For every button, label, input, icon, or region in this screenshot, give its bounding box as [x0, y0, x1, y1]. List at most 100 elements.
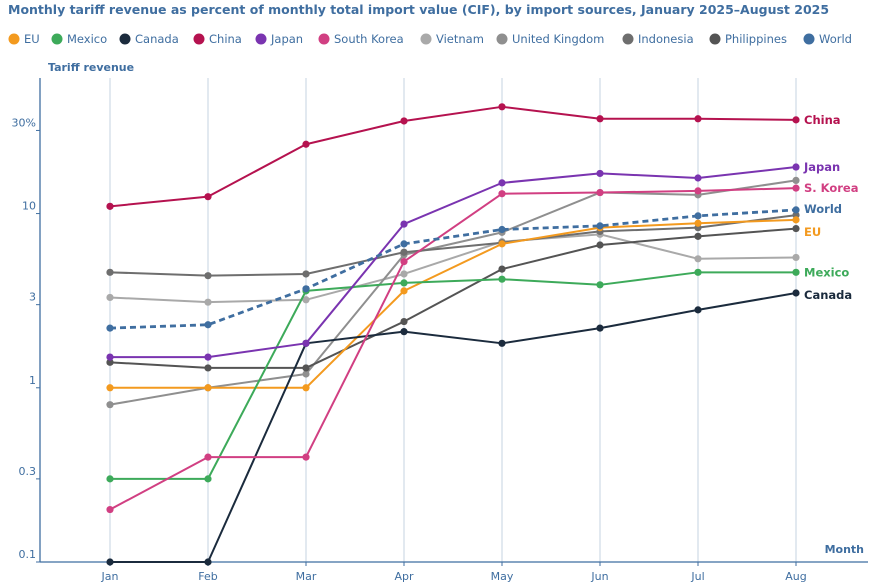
legend-label: Philippines [725, 32, 787, 46]
data-point-vietnam-apr [400, 270, 408, 278]
data-point-south-korea-apr [400, 258, 408, 266]
data-point-south-korea-feb [204, 453, 212, 461]
data-point-united-kingdom-aug [792, 176, 800, 185]
x-tick-label: Jan [101, 570, 119, 583]
legend-item-united-kingdom: United Kingdom [496, 32, 604, 46]
series-philippines [106, 224, 800, 372]
x-tick-label: Apr [394, 570, 414, 583]
legend-item-eu: EU [8, 32, 40, 46]
data-point-indonesia-mar [302, 270, 310, 278]
data-point-world-aug [792, 206, 800, 214]
legend-item-philippines: Philippines [709, 32, 787, 46]
legend-label: Canada [135, 32, 179, 46]
legend-item-mexico: Mexico [51, 32, 107, 46]
x-tick-label: May [491, 570, 514, 583]
data-point-japan-jul [694, 174, 702, 182]
legend-item-canada: Canada [119, 32, 179, 46]
data-point-philippines-jun [596, 241, 604, 249]
data-point-mexico-jul [694, 268, 702, 276]
legend-label: South Korea [334, 32, 404, 46]
legend-item-world: World [803, 32, 852, 46]
y-axis-title: Tariff revenue [48, 61, 134, 74]
data-point-vietnam-jan [106, 293, 114, 302]
legend-item-vietnam: Vietnam [420, 32, 484, 46]
legend-label: United Kingdom [512, 32, 604, 46]
data-point-vietnam-aug [792, 253, 800, 262]
data-point-canada-may [498, 339, 506, 347]
data-point-china-feb [204, 193, 212, 201]
data-point-indonesia-jan [106, 268, 114, 276]
series-line [110, 166, 797, 359]
series-line [110, 292, 797, 563]
data-point-canada-jan [106, 558, 114, 566]
data-point-world-jan [106, 324, 114, 332]
data-point-philippines-jan [106, 358, 114, 366]
legend-marker [8, 33, 20, 45]
data-point-philippines-mar [302, 364, 310, 372]
x-tick-label: Feb [198, 570, 217, 583]
data-point-canada-apr [400, 328, 408, 336]
data-point-eu-feb [204, 384, 212, 392]
data-point-indonesia-feb [204, 272, 212, 280]
data-point-china-mar [302, 140, 310, 148]
data-point-japan-mar [302, 339, 310, 347]
legend-label: China [209, 32, 242, 46]
series-line [109, 214, 797, 277]
data-point-vietnam-feb [204, 298, 212, 306]
data-point-eu-jul [694, 219, 702, 227]
data-point-eu-jan [106, 384, 114, 392]
data-point-canada-aug [792, 289, 800, 297]
legend-item-china: China [193, 32, 242, 46]
chart-title: Monthly tariff revenue as percent of mon… [8, 2, 829, 17]
x-tick-label: Jun [590, 570, 608, 583]
series-line [109, 105, 797, 208]
data-point-japan-jan [106, 353, 114, 361]
legend-marker [51, 33, 63, 45]
data-point-eu-may [498, 240, 506, 248]
data-point-mexico-feb [204, 475, 212, 483]
legend-label: EU [24, 32, 40, 46]
series-layer [106, 103, 800, 566]
series-south-korea [106, 184, 800, 514]
data-point-china-apr [400, 117, 408, 125]
x-axis-title: Month [825, 543, 864, 556]
series-world [106, 206, 800, 332]
legend-item-indonesia: Indonesia [622, 32, 694, 46]
series-eu [106, 216, 800, 392]
data-point-world-apr [400, 240, 408, 248]
end-label-canada: Canada [804, 288, 852, 302]
legend-marker [709, 33, 721, 45]
data-point-united-kingdom-jan [106, 401, 114, 409]
data-point-mexico-jun [596, 281, 604, 289]
data-point-canada-jun [596, 324, 604, 332]
data-point-philippines-feb [204, 364, 212, 372]
y-tick-label: 3 [29, 291, 36, 304]
y-tick-label: 30% [12, 116, 36, 129]
data-point-canada-feb [204, 558, 212, 566]
series-mexico [106, 268, 800, 483]
series-japan [106, 163, 800, 361]
data-point-mexico-jan [106, 475, 114, 483]
y-tick-label: 0.3 [19, 465, 37, 478]
legend-label: Japan [270, 32, 303, 46]
x-tick-label: Mar [296, 570, 317, 583]
data-point-eu-apr [400, 287, 408, 295]
data-point-world-jun [596, 222, 604, 230]
data-point-united-kingdom-mar [302, 370, 310, 378]
end-label-mexico: Mexico [804, 265, 849, 279]
axes: 0.1 0.3 1 3 10 30% Jan Feb Mar Apr May Jun Jul Aug [12, 78, 868, 583]
end-label-china: China [804, 113, 841, 127]
data-point-world-may [498, 225, 506, 234]
data-point-japan-aug [792, 163, 800, 171]
end-label-japan: Japan [803, 160, 840, 174]
series-china [106, 103, 800, 210]
data-point-vietnam-jul [694, 255, 702, 263]
legend-label: Mexico [67, 32, 107, 46]
end-label-world: World [804, 202, 842, 216]
data-point-japan-jun [596, 169, 604, 178]
data-point-china-aug [792, 116, 800, 124]
x-tick-label: Jul [690, 570, 704, 583]
data-point-eu-aug [792, 216, 800, 224]
data-point-south-korea-may [498, 190, 506, 198]
series-line [110, 271, 796, 480]
